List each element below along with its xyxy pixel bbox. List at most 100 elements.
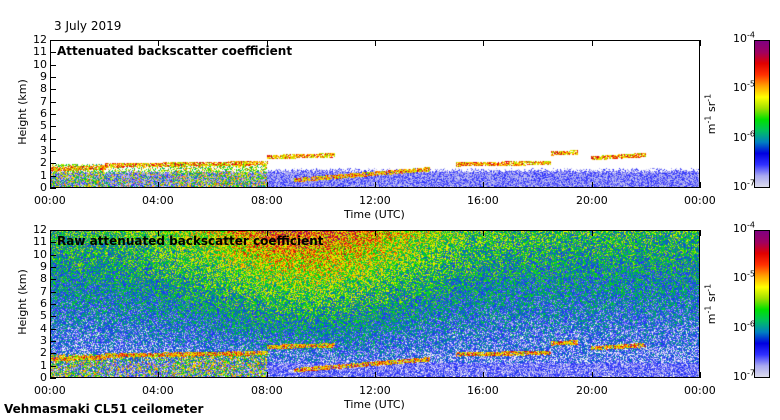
y-tick-mark: [50, 176, 56, 177]
y-axis-label: Height (km): [16, 79, 29, 145]
y-tick-label: 8: [40, 272, 47, 285]
y-tick-mark: [50, 114, 56, 115]
backscatter-heatmap: [51, 231, 699, 377]
x-tick-label: 16:00: [467, 384, 499, 397]
x-tick-mark: [375, 230, 376, 236]
panel-title: Attenuated backscatter coefficient: [57, 44, 293, 58]
y-tick-mark: [50, 366, 56, 367]
y-tick-label: 2: [40, 346, 47, 359]
y-tick-label: 10: [33, 58, 47, 71]
y-tick-mark: [50, 139, 56, 140]
colorbar-tick-base: 10: [733, 32, 747, 45]
colorbar-unit-label: m-1 sr-1: [703, 274, 718, 334]
x-tick-label: 00:00: [684, 384, 716, 397]
y-tick-mark: [50, 230, 56, 231]
footer-instrument-label: Vehmasmaki CL51 ceilometer: [4, 402, 204, 416]
colorbar-tick-exponent: -6: [747, 129, 755, 139]
y-tick-mark: [50, 329, 56, 330]
colorbar-tick-base: 10: [733, 271, 747, 284]
y-tick-mark: [50, 242, 56, 243]
x-tick-mark: [50, 372, 51, 378]
colorbar-tick-exponent: -5: [747, 269, 755, 279]
y-tick-mark: [50, 341, 56, 342]
x-tick-mark: [158, 40, 159, 46]
colorbar-tick-exponent: -6: [747, 319, 755, 329]
x-tick-label: 12:00: [359, 384, 391, 397]
colorbar-unit-label: m-1 sr-1: [703, 84, 718, 144]
colorbar-tick-base: 10: [733, 131, 747, 144]
colorbar-tick-base: 10: [733, 81, 747, 94]
backscatter-heatmap: [51, 41, 699, 187]
x-axis-label: Time (UTC): [344, 208, 405, 221]
x-tick-label: 00:00: [34, 384, 66, 397]
colorbar-tick-base: 10: [733, 222, 747, 235]
y-tick-mark: [50, 279, 56, 280]
x-tick-label: 16:00: [467, 194, 499, 207]
colorbar-unit-part: -1: [703, 115, 713, 124]
colorbar-tick-label: 10-7: [733, 368, 755, 383]
y-tick-mark: [50, 304, 56, 305]
y-tick-label: 3: [40, 144, 47, 157]
plot-area-raw: Raw attenuated backscatter coefficient: [50, 230, 700, 378]
x-axis-label: Time (UTC): [344, 398, 405, 411]
y-tick-label: 8: [40, 82, 47, 95]
colorbar-unit-part: m: [705, 313, 718, 325]
x-tick-mark: [700, 230, 701, 236]
y-tick-label: 10: [33, 248, 47, 261]
y-tick-label: 4: [40, 132, 47, 145]
y-tick-label: 11: [33, 235, 47, 248]
y-tick-mark: [50, 188, 56, 189]
x-tick-mark: [592, 372, 593, 378]
colorbar-tick-exponent: -7: [747, 178, 755, 188]
x-tick-label: 20:00: [576, 384, 608, 397]
colorbar-tick-label: 10-7: [733, 178, 755, 193]
x-tick-mark: [50, 182, 51, 188]
x-tick-mark: [267, 182, 268, 188]
x-tick-mark: [700, 372, 701, 378]
colorbar-tick-label: 10-6: [733, 129, 755, 144]
x-tick-mark: [483, 182, 484, 188]
y-tick-label: 4: [40, 322, 47, 335]
y-tick-label: 7: [40, 285, 47, 298]
y-tick-label: 12: [33, 223, 47, 236]
y-tick-mark: [50, 102, 56, 103]
colorbar-unit-part: -1: [703, 93, 713, 102]
y-tick-label: 3: [40, 334, 47, 347]
colorbar-unit-part: sr: [705, 291, 718, 306]
date-label: 3 July 2019: [54, 19, 122, 33]
x-tick-label: 08:00: [251, 384, 283, 397]
y-tick-mark: [50, 163, 56, 164]
y-tick-mark: [50, 255, 56, 256]
y-tick-label: 7: [40, 95, 47, 108]
x-tick-label: 12:00: [359, 194, 391, 207]
y-tick-label: 9: [40, 260, 47, 273]
colorbar-tick-label: 10-4: [733, 31, 755, 45]
y-tick-label: 6: [40, 107, 47, 120]
x-tick-label: 08:00: [251, 194, 283, 207]
x-tick-mark: [483, 372, 484, 378]
y-tick-label: 11: [33, 45, 47, 58]
y-tick-label: 1: [40, 169, 47, 182]
x-tick-label: 00:00: [684, 194, 716, 207]
y-tick-label: 2: [40, 156, 47, 169]
colorbar-tick-exponent: -7: [747, 368, 755, 378]
colorbar-tick-base: 10: [733, 321, 747, 334]
y-axis-label: Height (km): [16, 269, 29, 335]
x-tick-label: 04:00: [142, 384, 174, 397]
colorbar-tick-label: 10-4: [733, 221, 755, 235]
colorbar-tick-label: 10-5: [733, 79, 755, 94]
x-tick-mark: [592, 230, 593, 236]
y-tick-mark: [50, 89, 56, 90]
colorbar-tick-exponent: -5: [747, 79, 755, 89]
x-tick-mark: [267, 230, 268, 236]
x-tick-mark: [267, 372, 268, 378]
x-tick-mark: [700, 182, 701, 188]
y-tick-label: 1: [40, 359, 47, 372]
y-tick-mark: [50, 378, 56, 379]
colorbar-tick-label: 10-6: [733, 319, 755, 334]
colorbar-tick-label: 10-5: [733, 269, 755, 284]
x-tick-mark: [483, 230, 484, 236]
y-tick-label: 0: [40, 371, 47, 384]
x-tick-mark: [50, 40, 51, 46]
